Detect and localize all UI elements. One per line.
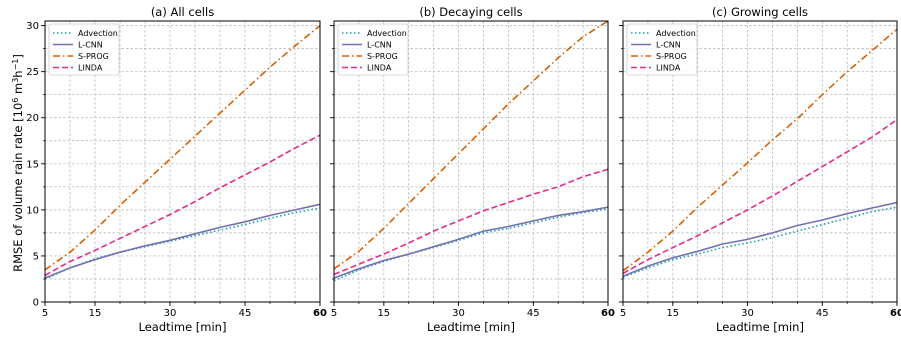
panel-title: (c) Growing cells bbox=[712, 5, 808, 19]
x-tick-label: 30 bbox=[452, 308, 465, 319]
y-axis-label-exp2: 3 bbox=[11, 78, 20, 83]
y-axis-label-unit1: m bbox=[11, 83, 25, 98]
y-axis-label-main: RMSE of volume rain rate [10 bbox=[11, 103, 25, 272]
legend-label: LINDA bbox=[656, 64, 681, 73]
y-tick-label: 5 bbox=[33, 251, 39, 262]
x-tick-label: 15 bbox=[89, 308, 102, 319]
legend-label: LINDA bbox=[367, 64, 392, 73]
axes-frame bbox=[622, 20, 898, 303]
legend-label: L-CNN bbox=[367, 41, 392, 50]
x-tick-label: 5 bbox=[620, 308, 626, 319]
x-tick-label: 60 bbox=[601, 308, 615, 319]
legend-box bbox=[337, 23, 409, 76]
x-tick-label: 30 bbox=[741, 308, 754, 319]
x-axis-label: Leadtime [min] bbox=[139, 320, 227, 334]
series-line-advection bbox=[622, 206, 898, 278]
axes-frame bbox=[44, 20, 321, 303]
legend-label: Advection bbox=[367, 29, 407, 38]
axes-frame bbox=[333, 20, 609, 303]
series-line-s-prog bbox=[622, 28, 898, 272]
series-line-l-cnn bbox=[44, 203, 321, 279]
y-tick-label: 30 bbox=[26, 21, 39, 32]
y-axis-label: RMSE of volume rain rate [106 m3h−1] bbox=[11, 54, 25, 272]
series-line-l-cnn bbox=[333, 206, 609, 279]
legend: Advection L-CNN S-PROG LINDA bbox=[626, 23, 698, 76]
series-line-linda bbox=[44, 134, 321, 277]
series-line-advection bbox=[333, 208, 609, 282]
series-line-linda bbox=[333, 168, 609, 276]
x-tick-label: 30 bbox=[164, 308, 177, 319]
legend-label: Advection bbox=[78, 29, 118, 38]
legend-label: S-PROG bbox=[367, 52, 398, 61]
series-line-linda bbox=[622, 118, 898, 275]
x-tick-label: 45 bbox=[816, 308, 829, 319]
x-tick-label: 15 bbox=[377, 308, 390, 319]
x-axis-label: Leadtime [min] bbox=[716, 320, 804, 334]
legend-label: S-PROG bbox=[656, 52, 687, 61]
y-tick-label: 10 bbox=[26, 205, 39, 216]
y-tick-label: 25 bbox=[26, 67, 39, 78]
panel-title: (a) All cells bbox=[151, 5, 214, 19]
panel-title: (b) Decaying cells bbox=[419, 5, 522, 19]
legend-box bbox=[626, 23, 698, 76]
legend-label: LINDA bbox=[78, 64, 103, 73]
y-axis-label-end: ] bbox=[11, 54, 25, 59]
legend-label: S-PROG bbox=[78, 52, 109, 61]
x-axis-label: Leadtime [min] bbox=[427, 320, 515, 334]
series-line-s-prog bbox=[44, 24, 321, 271]
legend: Advection L-CNN S-PROG LINDA bbox=[337, 23, 409, 76]
x-tick-label: 15 bbox=[666, 308, 679, 319]
y-axis-label-exp: 6 bbox=[11, 98, 20, 103]
legend-label: L-CNN bbox=[656, 41, 681, 50]
y-tick-label: 20 bbox=[26, 113, 39, 124]
y-axis-label-exp3: −1 bbox=[11, 59, 20, 71]
x-tick-label: 60 bbox=[313, 308, 327, 319]
series-line-advection bbox=[44, 207, 321, 280]
x-tick-label: 45 bbox=[239, 308, 252, 319]
y-tick-label: 15 bbox=[26, 159, 39, 170]
x-tick-label: 60 bbox=[890, 308, 901, 319]
x-tick-label: 45 bbox=[527, 308, 540, 319]
x-tick-label: 5 bbox=[42, 308, 48, 319]
y-axis-label-unit2: h bbox=[11, 70, 25, 77]
legend: Advection L-CNN S-PROG LINDA bbox=[48, 23, 120, 76]
series-line-l-cnn bbox=[622, 201, 898, 277]
legend-box bbox=[48, 23, 120, 76]
panel-2: 5 15 30 45 60 (c) Growing cells Leadtime [min]… bbox=[619, 5, 901, 334]
x-tick-label: 5 bbox=[331, 308, 337, 319]
y-tick-label: 0 bbox=[33, 298, 39, 309]
panel-1: 5 15 30 45 60 (b) Decaying cells Leadtime [min… bbox=[330, 5, 615, 334]
legend-label: Advection bbox=[656, 29, 696, 38]
legend-label: L-CNN bbox=[78, 41, 103, 50]
series-line-s-prog bbox=[333, 20, 609, 270]
